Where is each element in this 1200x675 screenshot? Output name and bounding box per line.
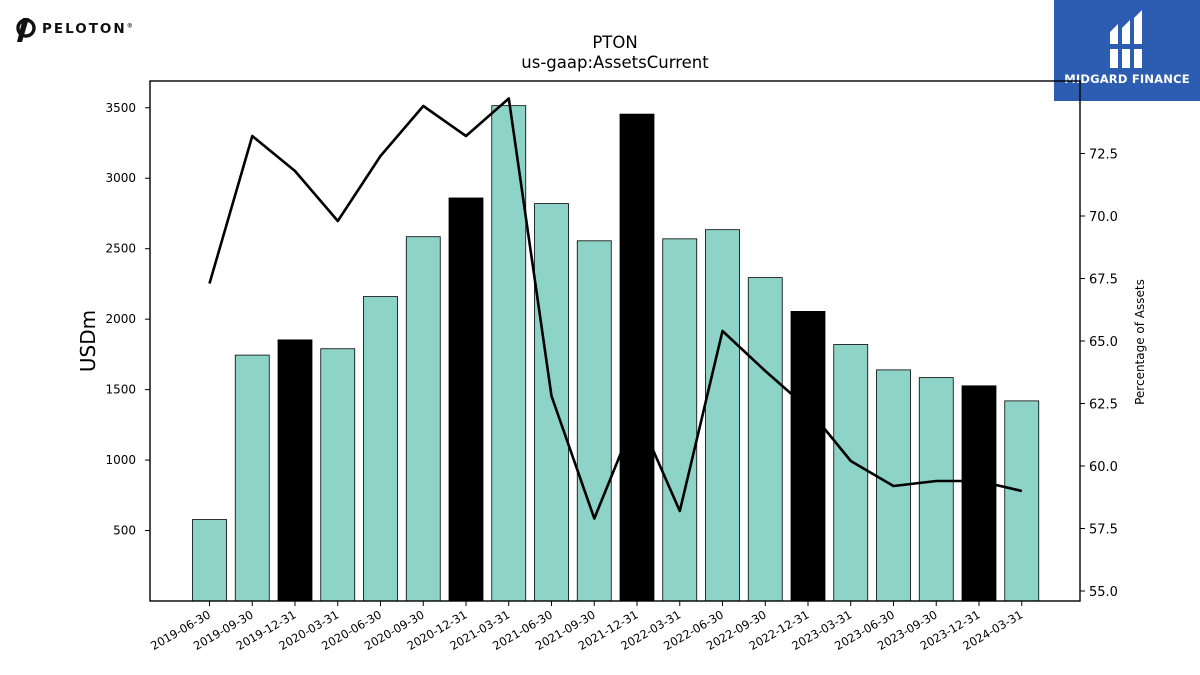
line-group	[208, 97, 1023, 520]
midgard-logo-icon	[1108, 10, 1144, 68]
bar-2022-03-31	[662, 238, 698, 602]
bar-2021-03-31	[491, 105, 527, 602]
y2-tick-label: 65.0	[1089, 335, 1118, 350]
bar-2021-09-30	[576, 240, 612, 602]
y2-tick-label: 55.0	[1089, 585, 1118, 600]
bar-2023-12-31	[961, 385, 997, 602]
bar-2023-03-31	[833, 344, 869, 602]
y2-tick-label: 62.5	[1089, 398, 1118, 413]
peloton-logo: PELOTON®	[14, 14, 135, 44]
bar-2022-06-30	[705, 229, 740, 602]
y2-tick-label: 67.5	[1089, 273, 1118, 288]
bar-2019-09-30	[234, 354, 270, 602]
peloton-logo-icon	[16, 18, 36, 42]
midgard-logo-text: MIDGARD FINANCE	[1064, 72, 1190, 86]
y2-tick-label: 70.0	[1089, 210, 1118, 225]
bar-2020-12-31	[448, 197, 484, 602]
bar-2019-06-30	[192, 519, 227, 602]
chart-subtitle: us-gaap:AssetsCurrent	[521, 53, 709, 72]
y-tick-label: 2000	[105, 312, 136, 326]
y2-axis-label: Percentage of Assets	[1133, 279, 1147, 405]
bar-2021-06-30	[534, 203, 569, 602]
y2-tick-label: 57.5	[1089, 523, 1118, 538]
y2-tick-label: 60.0	[1089, 460, 1118, 475]
y-tick-label: 1500	[105, 383, 136, 397]
bar-2022-12-31	[790, 311, 826, 602]
y-tick-label: 500	[113, 524, 136, 538]
bar-2020-06-30	[363, 296, 398, 602]
y-tick-label: 3000	[105, 171, 136, 185]
bar-2020-09-30	[405, 236, 441, 602]
bars-group	[192, 105, 1040, 602]
chart-title: PTON	[592, 33, 637, 52]
y-tick-label: 2500	[105, 242, 136, 256]
midgard-finance-logo: MIDGARD FINANCE	[1054, 0, 1200, 101]
bar-2019-12-31	[277, 339, 313, 602]
bar-2024-03-31	[1004, 400, 1040, 602]
y-tick-label: 1000	[105, 453, 136, 467]
peloton-logo-text: PELOTON®	[42, 21, 135, 37]
y-axis-label: USDm	[76, 310, 100, 372]
percentage-line	[208, 97, 1023, 520]
bar-2021-12-31	[619, 113, 655, 602]
y2-tick-label: 72.5	[1089, 148, 1118, 163]
bar-2022-09-30	[747, 277, 783, 602]
y-tick-label: 3500	[105, 101, 136, 115]
bar-2023-09-30	[918, 377, 954, 602]
bar-2020-03-31	[320, 348, 356, 602]
